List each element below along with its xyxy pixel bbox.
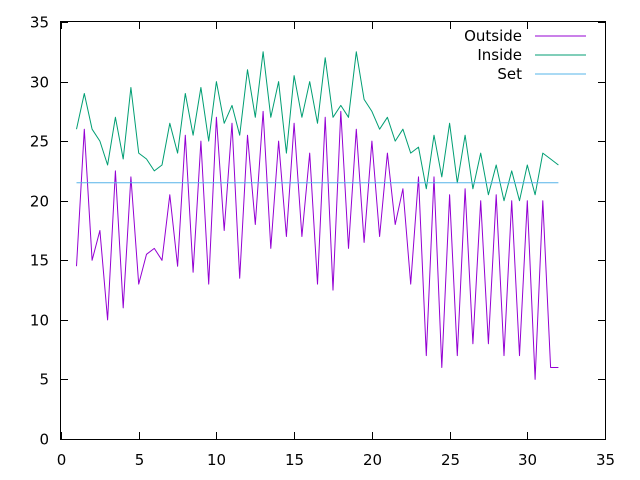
legend-label-outside: Outside [464,27,522,45]
y-tick-label: 35 [30,14,49,32]
x-tick-label: 0 [57,451,67,469]
y-tick-label: 5 [39,371,49,389]
series-line-outside [76,110,559,380]
x-tick-label: 30 [518,451,537,469]
y-tick-label: 10 [30,312,49,330]
x-tick-label: 15 [285,451,304,469]
y-tick-label: 0 [39,431,49,449]
y-tick-label: 25 [30,133,49,151]
legend-label-inside: Inside [477,46,522,64]
plot-frame [60,21,606,440]
series-line-inside [76,51,559,202]
x-tick-label: 5 [135,451,145,469]
x-tick-label: 20 [363,451,382,469]
y-axis: 0 5 10 15 20 25 30 35 [30,14,605,449]
series-group [76,51,559,380]
y-tick-label: 20 [30,193,49,211]
x-tick-label: 35 [596,451,615,469]
legend-label-set: Set [497,65,522,83]
x-tick-label: 25 [441,451,460,469]
y-tick-label: 15 [30,252,49,270]
x-tick-label: 10 [207,451,226,469]
x-axis: 0 5 10 15 20 25 30 35 [57,22,615,469]
y-tick-label: 30 [30,74,49,92]
